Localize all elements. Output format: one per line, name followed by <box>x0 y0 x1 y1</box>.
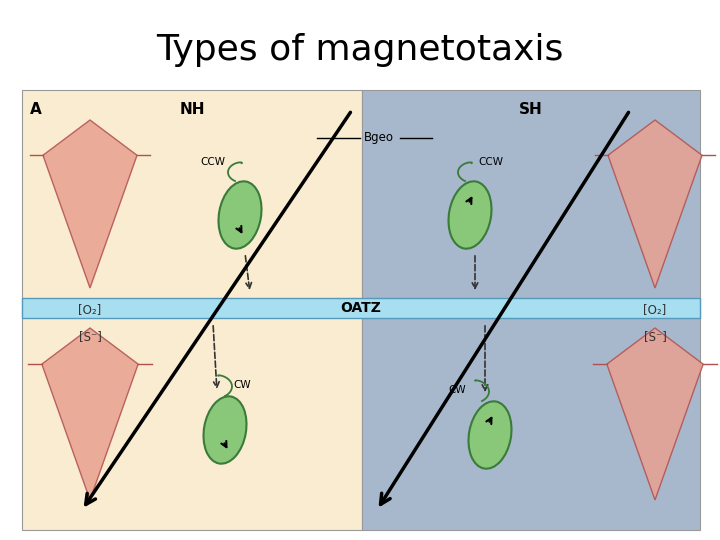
Polygon shape <box>43 120 137 288</box>
Text: CW: CW <box>448 385 466 395</box>
Polygon shape <box>608 120 702 288</box>
Bar <box>22 90 362 530</box>
Ellipse shape <box>218 181 261 249</box>
Polygon shape <box>607 328 703 500</box>
Ellipse shape <box>204 396 246 464</box>
Text: A: A <box>30 102 42 117</box>
Text: SH: SH <box>519 102 543 117</box>
Text: OATZ: OATZ <box>341 301 382 315</box>
Text: CCW: CCW <box>478 157 503 167</box>
Ellipse shape <box>469 401 511 469</box>
Bar <box>22 298 700 318</box>
Text: [O₂]: [O₂] <box>644 303 667 316</box>
Text: [S⁻]: [S⁻] <box>644 330 667 343</box>
Text: CW: CW <box>233 380 251 390</box>
Text: NH: NH <box>179 102 204 117</box>
Text: CCW: CCW <box>200 157 225 167</box>
Ellipse shape <box>449 181 492 249</box>
Text: [O₂]: [O₂] <box>78 303 102 316</box>
Text: [S⁻]: [S⁻] <box>78 330 102 343</box>
Text: Types of magnetotaxis: Types of magnetotaxis <box>156 33 564 67</box>
Bar <box>362 90 700 530</box>
Polygon shape <box>42 328 138 500</box>
Text: Bgeo: Bgeo <box>364 132 394 145</box>
